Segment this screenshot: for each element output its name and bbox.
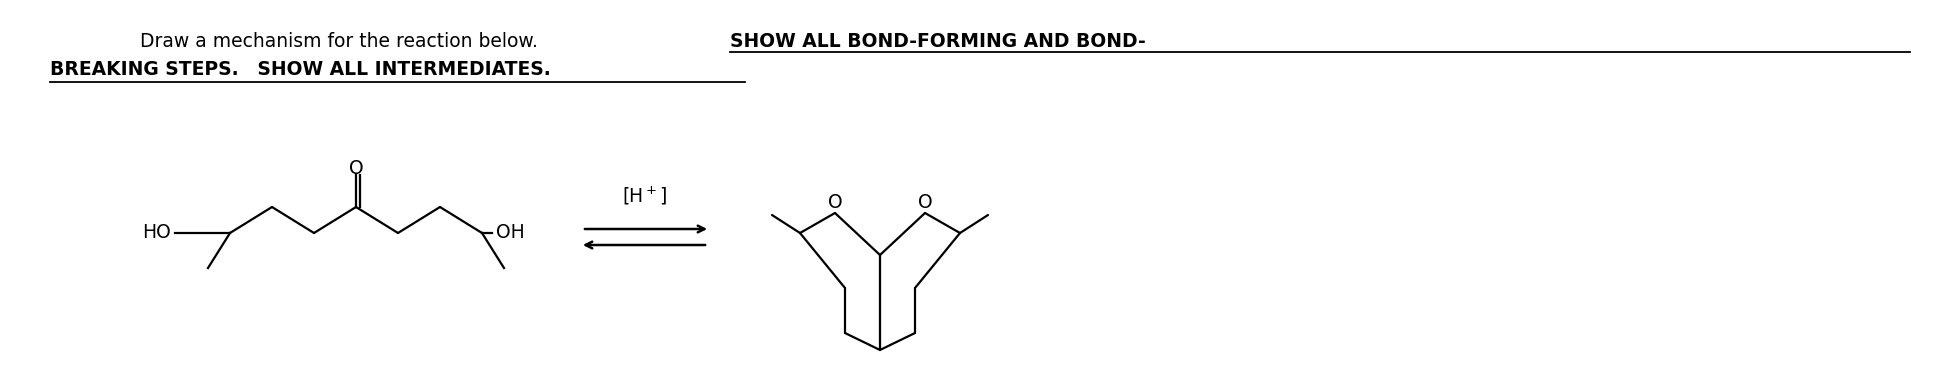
Text: Draw a mechanism for the reaction below.: Draw a mechanism for the reaction below. <box>140 32 556 51</box>
Text: HO: HO <box>142 223 171 243</box>
Text: BREAKING STEPS.  SHOW ALL INTERMEDIATES.: BREAKING STEPS. SHOW ALL INTERMEDIATES. <box>51 60 550 79</box>
Text: SHOW ALL BOND-FORMING AND BOND-: SHOW ALL BOND-FORMING AND BOND- <box>729 32 1146 51</box>
Text: O: O <box>829 193 842 212</box>
Text: O: O <box>348 159 364 178</box>
Text: [H$^+$]: [H$^+$] <box>622 185 667 207</box>
Text: OH: OH <box>496 223 525 243</box>
Text: O: O <box>918 193 932 212</box>
